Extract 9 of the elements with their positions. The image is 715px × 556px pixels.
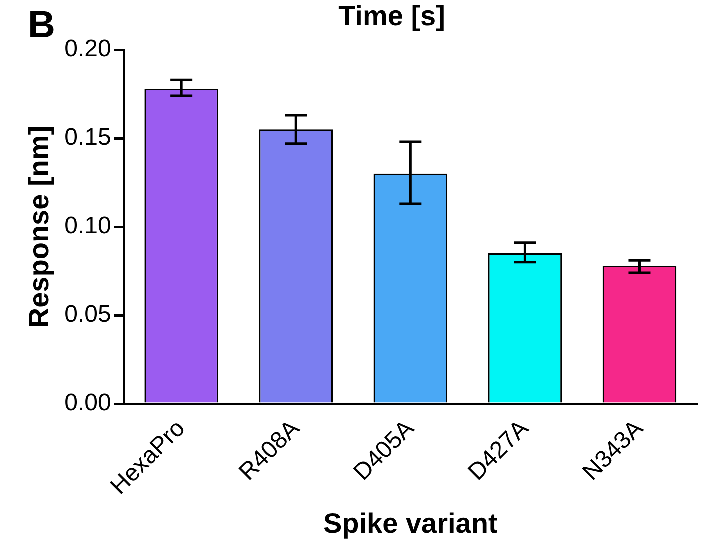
y-tick-label: 0.10 — [64, 212, 112, 240]
x-axis-title: Spike variant — [324, 508, 498, 539]
y-tick-label: 0.00 — [64, 390, 112, 417]
y-tick-label: 0.20 — [64, 36, 112, 63]
y-axis-title: Response [nm] — [24, 126, 55, 328]
y-tick-label: 0.15 — [64, 124, 112, 152]
text: B — [28, 4, 56, 46]
y-tick-label: 0.05 — [64, 301, 112, 328]
text: Time [s] — [338, 0, 446, 32]
